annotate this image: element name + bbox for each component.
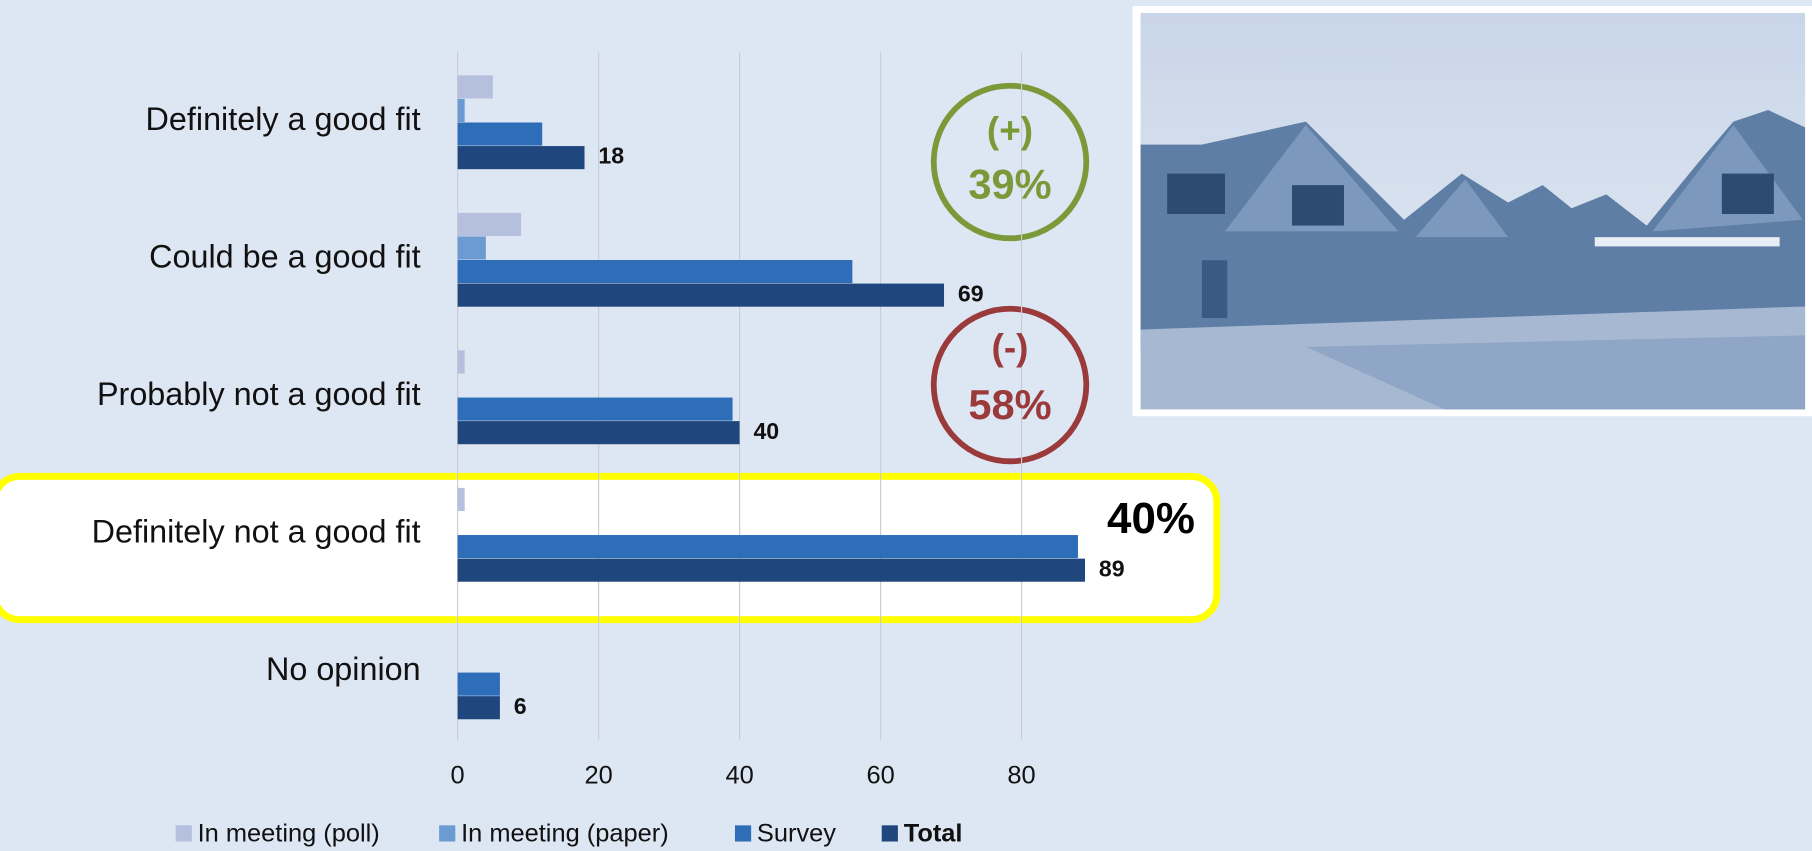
annotation: 40% [1107, 494, 1195, 543]
x-tick-label: 20 [584, 762, 612, 790]
bar [457, 350, 465, 374]
x-tick-label: 40 [725, 762, 753, 790]
bar [457, 236, 486, 260]
bar [457, 283, 945, 307]
bar [457, 397, 733, 421]
legend-swatch [175, 825, 192, 842]
legend-label: In meeting (paper) [461, 819, 669, 847]
annotation: (+) [987, 110, 1033, 151]
data-label: 89 [1099, 555, 1125, 581]
bar [457, 212, 522, 236]
bar [457, 98, 465, 123]
negative-circle [930, 305, 1090, 465]
y-tick-label: Could be a good fit [149, 239, 421, 275]
positive-circle [930, 82, 1090, 242]
y-tick-label: Probably not a good fit [97, 376, 421, 412]
photo [1132, 6, 1812, 417]
bar [457, 146, 585, 170]
legend-label: Total [904, 819, 963, 847]
data-label: 6 [514, 693, 527, 719]
annotation: 58% [968, 381, 1051, 428]
x-tick-label: 80 [1007, 762, 1035, 790]
legend-label: Survey [757, 819, 836, 847]
legend-swatch [734, 825, 752, 842]
legend-label: In meeting (poll) [198, 819, 380, 847]
data-label: 18 [598, 143, 624, 169]
bar [457, 122, 543, 146]
y-tick-label: Definitely a good fit [146, 101, 421, 137]
y-tick-label: Definitely not a good fit [92, 514, 421, 550]
bar [457, 558, 1086, 582]
bar [457, 75, 493, 99]
annotation: 39% [968, 160, 1051, 207]
bar [457, 487, 465, 512]
data-label: 40 [753, 418, 779, 444]
bar [457, 535, 1078, 559]
bar [457, 696, 500, 720]
bar [457, 672, 500, 696]
bar [457, 260, 853, 284]
x-tick-label: 60 [866, 762, 894, 790]
annotation: (-) [992, 327, 1029, 368]
legend-swatch [439, 825, 456, 842]
x-tick-label: 0 [451, 762, 465, 790]
legend-swatch [881, 825, 898, 842]
y-tick-label: No opinion [266, 651, 421, 687]
bar [457, 421, 740, 445]
data-label: 69 [958, 280, 984, 306]
